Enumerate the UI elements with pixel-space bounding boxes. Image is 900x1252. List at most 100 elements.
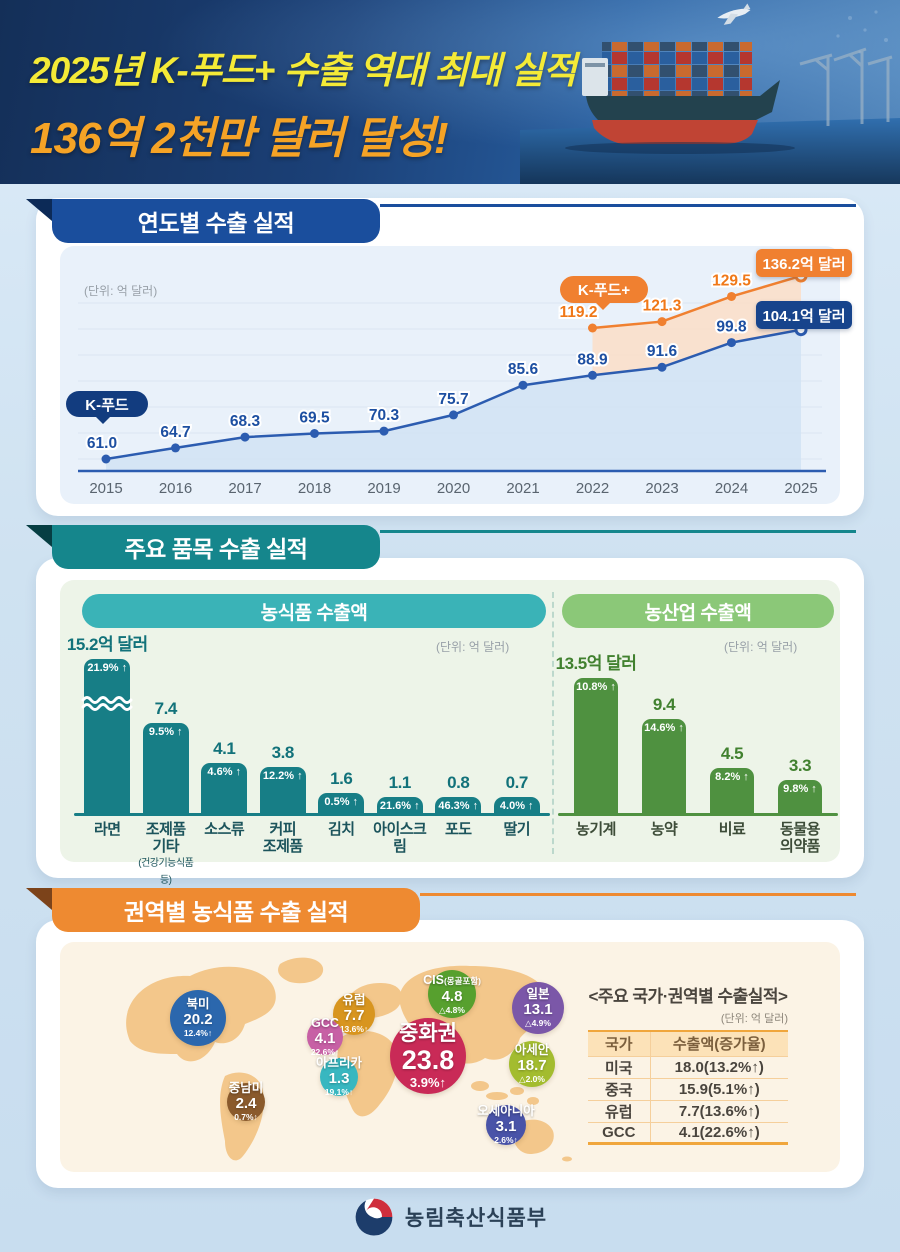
region-name: 아세안	[514, 1043, 550, 1057]
x-axis	[558, 813, 838, 816]
svg-text:2019: 2019	[367, 480, 400, 497]
table-cell: 18.0(13.2%↑)	[649, 1055, 788, 1078]
table-row: 중국 15.9(5.1%↑)	[588, 1077, 788, 1100]
region-value: 23.8	[401, 1044, 455, 1075]
end-value-kfood-plus: 136.2억 달러	[756, 249, 852, 277]
bar-value-label: 15.2억 달러	[66, 635, 148, 654]
bar-value-label: 7.4	[154, 698, 178, 718]
svg-text:85.6: 85.6	[508, 361, 539, 378]
category-label: 커피 조제품	[262, 821, 303, 855]
bar: 8.2% ↑	[710, 768, 754, 813]
growth-rate-label: 4.0% ↑	[499, 800, 534, 812]
bar-column: 1.1 21.6% ↑ 아이스크림	[371, 630, 430, 855]
region-value: 18.7	[517, 1057, 547, 1074]
region-name: 유럽	[342, 993, 366, 1007]
region-bubble-아프리카: 아프리카 1.3 19.1%↑	[316, 1057, 362, 1098]
svg-text:75.7: 75.7	[438, 391, 468, 408]
bar-column: 9.4 14.6% ↑ 농약	[630, 630, 698, 838]
bar-column: 4.5 8.2% ↑ 비료	[698, 630, 766, 838]
ministry-logo-icon	[355, 1198, 393, 1236]
bar-column: 0.8 46.3% ↑ 포도	[429, 630, 488, 838]
region-export-table: 국가 수출액(증가율) 미국 18.0(13.2%↑) 중국 15.9(5.1%↑) 유럽 7…	[588, 1030, 788, 1145]
svg-text:2018: 2018	[298, 480, 331, 497]
region-growth: 13.6%↑	[339, 1024, 369, 1034]
unit-label: (단위: 억 달러)	[436, 640, 510, 654]
category-label: 김치	[327, 821, 355, 838]
bar-value-label: 1.6	[330, 769, 353, 789]
bar-column: 7.4 9.5% ↑ 조제품 기타 (건강기능식품 등)	[137, 630, 196, 889]
items-panel: 농식품 수출액 농산업 수출액 (단위: 억 달러) (단위: 억 달러) 15…	[36, 558, 864, 886]
table-cell: 15.9(5.1%↑)	[649, 1077, 788, 1100]
region-growth: 19.1%↑	[324, 1087, 354, 1097]
unit-label: (단위: 억 달러)	[724, 640, 798, 654]
growth-rate-label: 9.5% ↑	[148, 725, 183, 738]
region-name: GCC	[311, 1016, 339, 1030]
region-bubble-아세안: 아세안 18.7 △2.0%	[509, 1041, 555, 1087]
end-value-kfood: 104.1억 달러	[756, 301, 852, 329]
region-name: 일본	[526, 987, 550, 1001]
bar: 12.2% ↑	[259, 766, 306, 813]
growth-rate-label: 12.2% ↑	[262, 769, 303, 782]
table-cell: 중국	[588, 1077, 650, 1100]
region-value: 13.1	[523, 1001, 553, 1018]
bar: 14.6% ↑	[642, 719, 686, 813]
bar: 21.9% ↑	[81, 659, 133, 813]
agrifood-bar-chart: 15.2억 달러 21.9% ↑ 라면 7.4 9.5% ↑ 조제품 기타 (건강기능식품 등…	[67, 630, 550, 889]
table-cell: 4.1(22.6%↑)	[649, 1121, 788, 1143]
bar-value-label: 3.3	[788, 756, 812, 775]
series-label-kfood: K-푸드	[66, 391, 148, 424]
ship	[565, 42, 795, 154]
svg-text:2025: 2025	[784, 480, 817, 497]
region-bubble-북미: 북미 20.2 12.4%↑	[170, 990, 226, 1046]
bar: 4.6% ↑	[201, 762, 248, 813]
ribbon-fold	[26, 888, 52, 910]
category-label: 동물용 의약품	[780, 821, 820, 855]
bar-value-label: 13.5억 달러	[555, 654, 637, 673]
region-growth: △2.0%	[519, 1074, 545, 1084]
x-axis	[74, 813, 550, 816]
svg-text:129.5: 129.5	[712, 272, 751, 289]
table-title: <주요 국가·권역별 수출실적>	[588, 987, 788, 1006]
bar-value-label: 4.1	[213, 738, 236, 758]
region-bubble-중남미: 중남미 2.4 0.7%↑	[227, 1082, 265, 1122]
bar-column: 3.8 12.2% ↑ 커피 조제품	[254, 630, 313, 855]
category-label: 소스류	[204, 821, 245, 838]
bar-column: 13.5억 달러 10.8% ↑ 농기계	[556, 630, 637, 838]
section-rule	[380, 530, 856, 533]
world-map-area: <주요 국가·권역별 수출실적> (단위: 억 달러) 국가 수출액(증가율) 미국…	[60, 942, 840, 1172]
bar-column: 0.7 4.0% ↑ 딸기	[488, 630, 547, 838]
category-label: 농기계	[576, 821, 616, 838]
section-title-items: 주요 품목 수출 실적	[52, 525, 380, 569]
bar: 9.5% ↑	[142, 722, 189, 813]
category-label: 농약	[650, 821, 678, 838]
bar: 21.6% ↑	[376, 797, 423, 813]
agroindustry-bar-chart: 13.5억 달러 10.8% ↑ 농기계 9.4 14.6% ↑ 농약 4.5 8.2% ↑ 비…	[556, 630, 838, 855]
category-label: 비료	[718, 821, 746, 838]
growth-rate-label: 21.9% ↑	[87, 662, 128, 674]
bar-value-label: 3.8	[271, 742, 295, 762]
ministry-name: 농림축산식품부	[404, 1207, 548, 1230]
category-label: 딸기	[503, 821, 531, 838]
title-line-2: 136억 2천만 달러 달성!	[30, 114, 449, 163]
svg-text:64.7: 64.7	[160, 424, 190, 441]
region-value: 4.1	[314, 1030, 336, 1047]
bar-column: 3.3 9.8% ↑ 동물용 의약품	[766, 630, 834, 855]
footer: 농림축산식품부	[0, 1196, 900, 1238]
region-name: 중화권	[399, 1021, 457, 1045]
table-row: GCC 4.1(22.6%↑)	[588, 1121, 788, 1143]
svg-text:2021: 2021	[506, 480, 539, 497]
bar-value-label: 4.5	[720, 744, 744, 763]
dots-decor	[836, 10, 888, 54]
svg-text:2015: 2015	[89, 480, 122, 497]
svg-text:91.6: 91.6	[647, 343, 678, 360]
region-value: 2.4	[235, 1095, 257, 1112]
table-unit: (단위: 억 달러)	[720, 1013, 788, 1025]
crane-icon	[799, 47, 893, 126]
table-header: 수출액(증가율)	[649, 1031, 788, 1056]
bar: 0.5% ↑	[318, 793, 365, 813]
chart-divider	[552, 592, 554, 854]
airplane-icon	[717, 3, 751, 25]
growth-rate-label: 9.8% ↑	[783, 783, 817, 795]
svg-text:121.3: 121.3	[643, 298, 682, 315]
